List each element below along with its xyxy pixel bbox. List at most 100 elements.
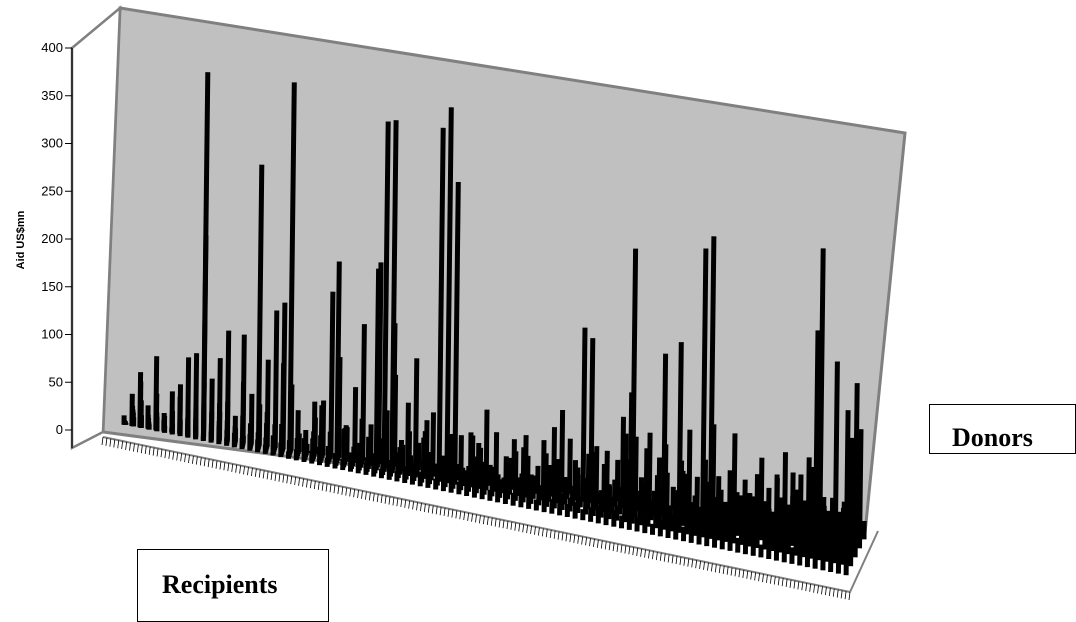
x-tick [195,456,198,465]
x-tick [388,496,391,505]
x-tick [667,554,670,563]
x-tick [463,512,466,521]
bar [683,475,689,520]
x-tick [624,545,627,554]
x-tick [848,591,851,601]
bar [857,429,864,549]
x-tick [313,481,316,490]
x-tick [773,576,776,585]
bar [604,450,610,506]
x-tick [671,555,674,564]
x-tick [655,551,658,561]
x-tick [636,547,639,556]
x-tick [152,447,155,456]
bar [585,453,592,509]
x-tick [538,527,540,536]
x-tick [777,577,780,586]
x-axis-ticks [101,436,851,601]
x-tick [722,565,725,574]
bar [272,310,280,449]
x-tick [321,482,324,491]
x-tick [302,478,304,487]
x-tick [309,480,312,489]
bar [805,457,812,531]
bar [248,393,255,445]
x-tick [593,538,595,548]
x-tick [357,489,359,499]
bar [801,500,808,540]
x-tick [746,570,749,579]
x-tick [451,509,454,518]
bar [813,472,820,533]
x-tick [498,519,501,528]
x-tick [353,489,356,498]
x-tick [821,586,823,595]
bar [360,324,367,462]
x-tick [691,559,694,568]
bar [264,359,271,447]
x-tick [392,497,395,506]
x-tick [687,558,690,567]
x-tick [431,505,434,514]
x-tick [652,551,654,560]
x-tick [510,521,513,530]
x-tick [290,476,293,485]
x-tick [140,445,143,454]
x-tick [699,560,701,570]
x-tick [447,508,450,517]
x-tick [801,582,804,591]
x-tick [644,549,646,558]
bar [766,487,772,525]
x-tick [738,569,741,578]
y-tick-label: 0 [56,422,63,437]
bar [280,302,288,450]
x-tick [490,517,493,526]
x-tick [710,563,713,572]
x-tick [423,503,426,512]
bar [288,384,295,451]
x-tick [502,520,505,529]
bar [328,291,336,457]
x-tick [785,578,788,587]
bar [543,453,549,491]
x-tick [781,578,784,587]
x-tick [125,441,127,450]
x-tick [620,544,623,553]
bar [678,460,685,512]
bar [797,474,804,530]
x-tick [530,525,532,534]
x-tick [365,491,367,500]
x-tick [176,452,179,461]
bar [727,470,733,535]
donors-label-box: Donors [929,404,1076,454]
x-tick [585,537,587,546]
x-tick [714,564,717,573]
x-tick [317,481,320,490]
x-tick [534,526,536,535]
y-tick-label: 350 [41,88,63,103]
bar [646,432,653,507]
x-tick [479,515,481,524]
bar [630,457,637,504]
x-tick [219,461,222,470]
bar [452,181,461,485]
z-axis-line [849,530,879,593]
donors-label: Donors [952,423,1033,452]
x-tick [404,499,407,508]
x-tick [549,529,552,539]
bar [619,416,626,509]
x-tick [172,451,175,460]
x-tick [825,587,827,596]
x-tick [482,516,485,525]
x-tick [239,465,242,474]
x-tick [262,470,265,479]
x-tick [612,543,615,552]
bar [694,476,700,514]
bar [336,357,343,458]
bar [614,459,621,502]
x-tick [306,479,308,488]
x-tick [518,523,521,532]
bar [256,404,263,446]
bar [320,400,327,456]
x-tick [333,485,336,494]
